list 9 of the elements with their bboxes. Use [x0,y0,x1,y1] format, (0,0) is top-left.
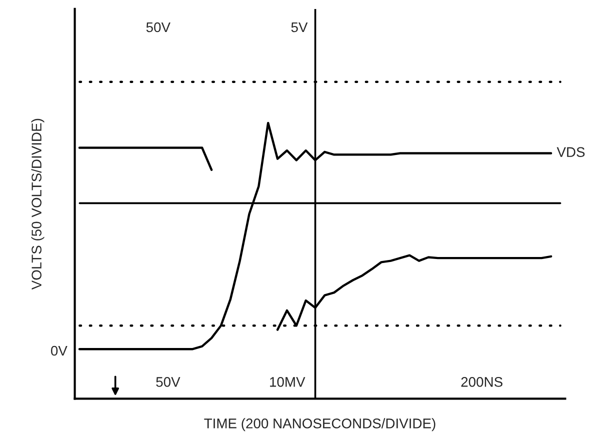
text: 0V [50,346,68,356]
y-axis-title: VOLTS (50 VOLTS/DIVIDE) [31,118,44,290]
text: 50V [146,22,170,32]
series-label: VDS [556,147,585,157]
text: 5V [291,22,308,32]
x-axis-title: TIME (200 NANOSECONDS/DIVIDE) [204,418,436,432]
annotation: 200NS [461,377,502,387]
annotation: 10MV [270,377,306,387]
annotation: 50V [156,377,180,387]
